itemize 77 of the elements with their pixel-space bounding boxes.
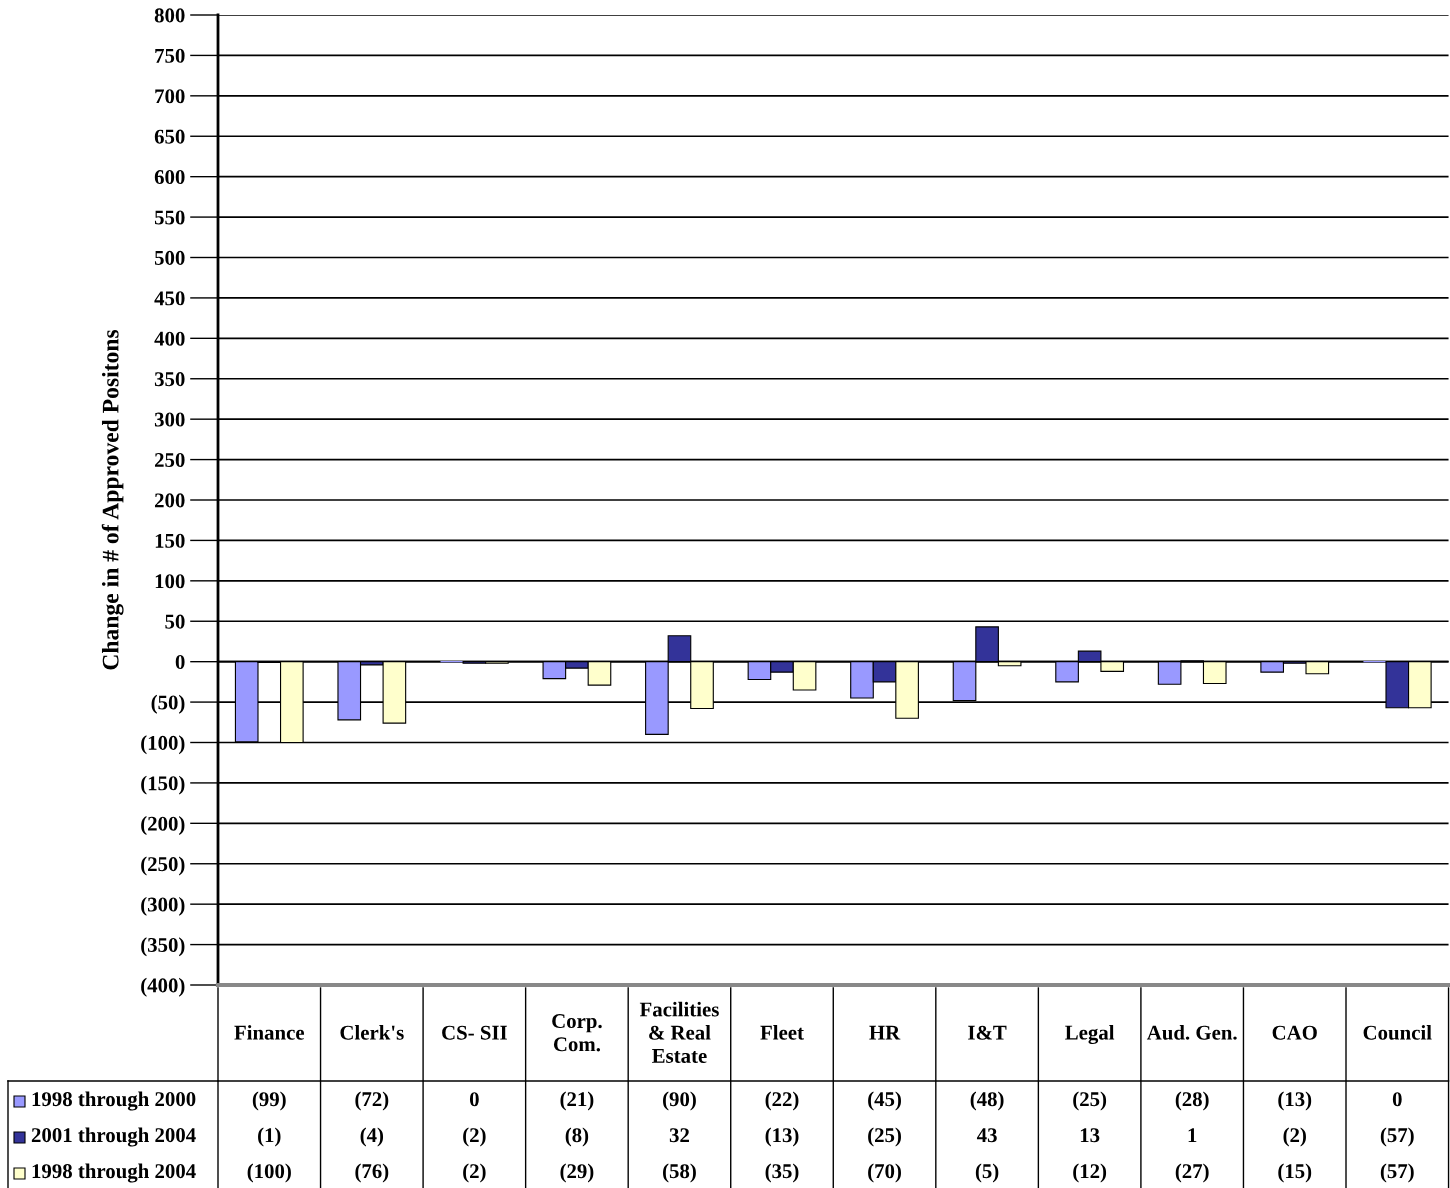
data-label: (70) [868, 1163, 901, 1183]
data-label: (90) [663, 1091, 696, 1111]
data-label: (25) [1073, 1091, 1107, 1111]
data-label: (21) [560, 1091, 594, 1111]
data-label: (48) [970, 1091, 1004, 1111]
y-tick-label: 600 [154, 170, 185, 185]
legend-label: 1998 through 2000 [32, 1091, 196, 1111]
y-tick-label: 350 [154, 372, 185, 387]
x-tick-label: Council [1363, 1025, 1432, 1040]
x-tick-label: Fleet [760, 1025, 804, 1040]
x-tick-label: Finance [234, 1025, 305, 1040]
x-tick-label: Facilities & Real Estate [639, 1001, 719, 1063]
data-label: 0 [469, 1092, 479, 1107]
data-label: (2) [463, 1163, 486, 1183]
data-label: (58) [663, 1163, 696, 1183]
data-label: (25) [868, 1127, 901, 1147]
x-tick-label: I&T [968, 1025, 1007, 1040]
data-label: (76) [355, 1163, 389, 1183]
x-tick-label: Legal [1065, 1024, 1115, 1045]
y-tick-label: 250 [154, 452, 185, 468]
data-label: (57) [1380, 1127, 1414, 1147]
data-label: (4) [360, 1127, 384, 1147]
y-tick-label: 650 [154, 129, 185, 144]
y-tick-label: (400) [141, 977, 185, 997]
y-tick-label: 100 [155, 574, 185, 589]
data-label: (72) [355, 1091, 389, 1111]
data-label: (45) [868, 1091, 901, 1111]
y-tick-label: 150 [155, 533, 185, 548]
data-label: 43 [976, 1128, 997, 1143]
data-label: (27) [1175, 1163, 1209, 1183]
data-label: 1 [1188, 1128, 1197, 1143]
y-tick-label: 0 [175, 655, 185, 670]
y-tick-label: 200 [154, 493, 185, 508]
y-tick-label: (200) [141, 816, 185, 835]
y-tick-label: (150) [141, 775, 185, 795]
x-tick-label: HR [869, 1025, 901, 1040]
y-tick-label: 400 [154, 331, 185, 346]
data-label: 32 [669, 1128, 689, 1143]
data-label: (8) [565, 1127, 589, 1147]
y-tick-label: (350) [141, 937, 185, 957]
y-tick-label: 700 [155, 89, 185, 104]
x-tick-label: Aud. Gen. [1146, 1025, 1237, 1040]
x-tick-label: CAO [1272, 1025, 1317, 1040]
data-label: (28) [1175, 1091, 1209, 1111]
data-label: (99) [252, 1091, 286, 1111]
data-label: (13) [1278, 1091, 1312, 1111]
y-tick-label: (250) [141, 856, 185, 876]
y-tick-label: 550 [154, 210, 185, 225]
data-label: 0 [1392, 1092, 1402, 1107]
data-label: (5) [975, 1163, 999, 1183]
y-tick-label: 800 [154, 8, 185, 23]
data-label: (2) [463, 1127, 486, 1147]
data-label: (29) [560, 1163, 594, 1183]
y-tick-label: 450 [154, 291, 185, 306]
y-tick-label: (50) [151, 694, 185, 714]
data-label: (13) [765, 1127, 799, 1147]
y-tick-label: 50 [165, 614, 185, 629]
data-label: (15) [1278, 1163, 1312, 1183]
y-tick-label: (100) [141, 735, 185, 755]
data-label: (12) [1073, 1163, 1107, 1183]
legend-label: 1998 through 2004 [32, 1163, 196, 1183]
data-label: (2) [1283, 1127, 1306, 1147]
y-tick-label: 750 [155, 48, 185, 63]
data-label: (22) [765, 1091, 799, 1111]
y-tick-label: 300 [154, 412, 185, 427]
x-tick-label: CS- SII [442, 1025, 507, 1040]
data-label: (35) [765, 1163, 799, 1183]
legend-label: 2001 through 2004 [31, 1127, 196, 1147]
y-tick-label: (300) [141, 896, 185, 916]
y-tick-label: 500 [154, 250, 185, 265]
data-label: 13 [1080, 1128, 1100, 1143]
data-label: (1) [258, 1127, 281, 1147]
x-tick-label: Corp. Com. [552, 1014, 602, 1052]
x-tick-label: Clerk's [340, 1025, 404, 1040]
data-label: (100) [247, 1163, 291, 1183]
y-axis-title: Change in # of Approved Positons [101, 329, 124, 670]
data-label: (57) [1380, 1163, 1414, 1183]
